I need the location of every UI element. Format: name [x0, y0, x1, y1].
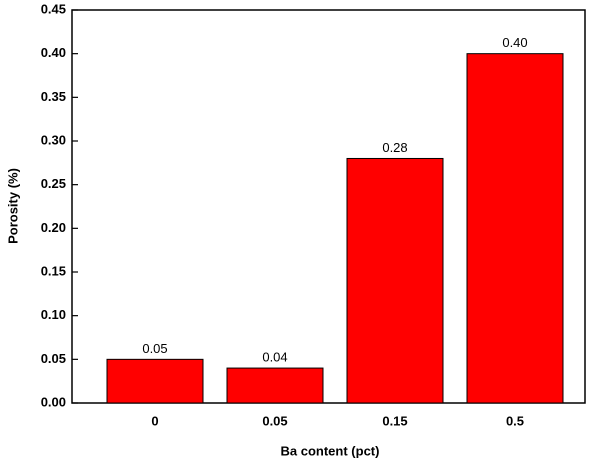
y-tick-label: 0.25	[41, 176, 66, 191]
value-label: 0.05	[142, 341, 167, 356]
x-axis-label: Ba content (pct)	[281, 443, 380, 458]
bar	[106, 358, 204, 404]
y-tick-label: 0.40	[41, 45, 66, 60]
x-tick-label: 0.15	[382, 413, 407, 428]
bar	[346, 157, 444, 404]
bar	[226, 367, 324, 404]
y-tick-label: 0.30	[41, 132, 66, 147]
x-tick-label: 0	[151, 413, 158, 428]
y-tick-label: 0.45	[41, 1, 66, 16]
y-axis-label: Porosity (%)	[5, 168, 20, 244]
value-label: 0.04	[262, 350, 287, 365]
y-tick-label: 0.20	[41, 220, 66, 235]
bar	[466, 53, 564, 404]
y-tick-label: 0.00	[41, 394, 66, 409]
x-tick-label: 0.05	[262, 413, 287, 428]
y-tick-label: 0.35	[41, 89, 66, 104]
plot-frame	[71, 9, 586, 404]
x-tick-label: 0.5	[506, 413, 524, 428]
value-label: 0.28	[382, 140, 407, 155]
value-label: 0.40	[502, 35, 527, 50]
y-tick-label: 0.10	[41, 307, 66, 322]
y-tick-label: 0.05	[41, 351, 66, 366]
y-tick-label: 0.15	[41, 263, 66, 278]
